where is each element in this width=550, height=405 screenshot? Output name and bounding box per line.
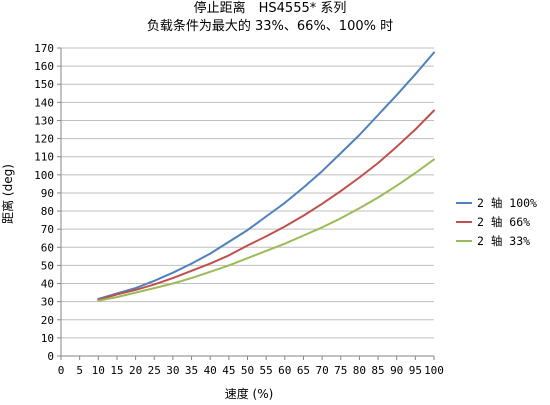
x-tick-label-5: 25: [148, 364, 161, 377]
y-tick-label-14: 140: [34, 96, 54, 109]
y-tick-label-16: 160: [34, 60, 54, 73]
y-tick-label-9: 90: [41, 187, 54, 200]
chart-title: 停止距离 HS4555* 系列: [194, 0, 347, 16]
x-tick-label-3: 15: [110, 364, 123, 377]
x-tick-label-0: 0: [58, 364, 65, 377]
y-tick-label-7: 70: [41, 223, 54, 236]
x-tick-label-14: 70: [315, 364, 328, 377]
x-tick-label-11: 55: [260, 364, 273, 377]
y-tick-label-3: 30: [41, 296, 54, 309]
y-tick-label-8: 80: [41, 205, 54, 218]
x-tick-label-15: 75: [334, 364, 347, 377]
y-tick-label-4: 40: [41, 278, 54, 291]
x-tick-label-17: 85: [371, 364, 384, 377]
x-axis-ticks: 0 5 10 15 20 25 30 35 40 45 50 55 60 65 70 75 80 85 90 95 10…: [58, 356, 444, 377]
legend-label-0: 2 轴 100%: [477, 196, 537, 210]
x-tick-label-13: 65: [297, 364, 310, 377]
y-tick-label-5: 50: [41, 259, 54, 272]
legend-label-2: 2 轴 33%: [477, 234, 530, 248]
y-tick-label-17: 170: [34, 42, 54, 55]
x-tick-label-8: 40: [204, 364, 217, 377]
y-tick-label-1: 10: [41, 332, 54, 345]
x-tick-label-4: 20: [129, 364, 142, 377]
x-tick-label-10: 50: [241, 364, 254, 377]
x-axis-label: 速度 (%): [225, 386, 274, 401]
y-tick-label-0: 0: [47, 350, 54, 363]
series-line-1: [97, 109, 435, 301]
chart-subtitle: 负载条件为最大的 33%、66%、100% 时: [147, 18, 393, 34]
legend-label-1: 2 轴 66%: [477, 215, 530, 229]
x-tick-label-6: 30: [166, 364, 179, 377]
x-tick-label-2: 10: [92, 364, 105, 377]
x-tick-label-12: 60: [278, 364, 291, 377]
y-axis-ticks: 0 10 20 30 40 50 60 70 80 90 100 110 120 130 140 150 160…: [34, 42, 61, 363]
y-tick-label-12: 120: [34, 133, 54, 146]
x-tick-label-18: 90: [390, 364, 403, 377]
x-tick-label-19: 95: [409, 364, 422, 377]
x-tick-label-20: 100: [424, 364, 444, 377]
axes: [60, 48, 434, 357]
y-tick-label-6: 60: [41, 241, 54, 254]
x-tick-label-1: 5: [76, 364, 83, 377]
y-tick-label-13: 130: [34, 114, 54, 127]
x-tick-label-9: 45: [222, 364, 235, 377]
series-line-2: [97, 158, 435, 302]
x-tick-label-7: 35: [185, 364, 198, 377]
series-line-0: [97, 51, 435, 300]
y-tick-label-15: 150: [34, 78, 54, 91]
y-tick-label-2: 20: [41, 314, 54, 327]
y-axis-label: 距离 (deg): [0, 164, 15, 224]
legend: 2 轴 100% 2 轴 66% 2 轴 33%: [456, 196, 537, 248]
y-tick-label-10: 100: [34, 169, 54, 182]
y-tick-label-11: 110: [34, 151, 54, 164]
series-lines: [97, 51, 435, 302]
x-tick-label-16: 80: [353, 364, 366, 377]
